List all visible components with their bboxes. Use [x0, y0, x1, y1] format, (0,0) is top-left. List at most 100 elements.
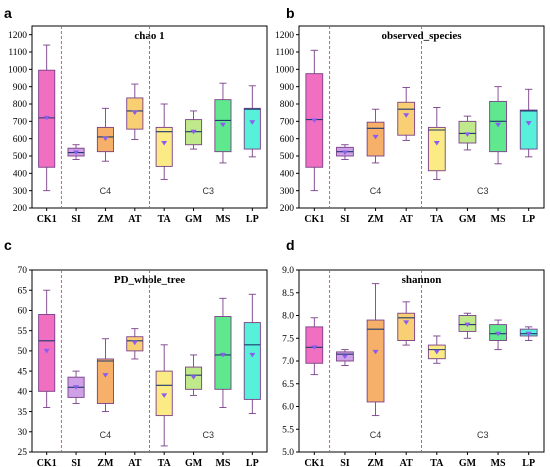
- box-gm: GM: [185, 354, 203, 467]
- y-tick-label: 1100: [275, 48, 294, 58]
- box-si: SI: [336, 349, 354, 467]
- box-lp: LP: [243, 293, 261, 467]
- mean-marker: [311, 118, 318, 123]
- y-tick-label: 600: [280, 135, 295, 145]
- y-tick-label: 55: [18, 327, 28, 337]
- x-tick-label: AT: [400, 458, 413, 467]
- x-tick-label: LP: [522, 458, 535, 467]
- box-at: AT: [126, 83, 144, 225]
- y-tick-label: 7.5: [282, 334, 294, 344]
- x-tick-label: GM: [185, 214, 203, 225]
- y-tick-label: 800: [13, 100, 28, 110]
- mean-marker: [433, 141, 440, 146]
- y-tick-label: 40: [18, 388, 28, 398]
- y-tick-label: 45: [18, 367, 28, 377]
- y-tick-label: 600: [13, 135, 28, 145]
- mean-marker: [372, 134, 379, 140]
- box-zm: ZM: [366, 108, 385, 225]
- x-tick-label: MS: [491, 458, 506, 467]
- y-tick-label: 300: [13, 187, 28, 197]
- box-body: [397, 101, 416, 136]
- mean-marker: [190, 375, 197, 380]
- y-tick-label: 25: [18, 448, 28, 458]
- mean-marker: [249, 120, 256, 125]
- y-tick-label: 60: [18, 307, 28, 317]
- mean-marker: [161, 393, 168, 398]
- group-label: C3: [477, 186, 489, 196]
- x-tick-label: CK1: [37, 458, 57, 467]
- box-lp: LP: [519, 88, 538, 225]
- box-ck1: CK1: [37, 44, 57, 225]
- y-tick-label: 500: [13, 152, 28, 162]
- mean-marker: [219, 122, 226, 128]
- y-tick-label: 400: [13, 170, 28, 180]
- box-ck1: CK1: [37, 289, 57, 467]
- mean-marker: [43, 348, 50, 354]
- box-lp: LP: [243, 85, 261, 225]
- box-body: [155, 370, 173, 417]
- mean-marker: [161, 141, 168, 146]
- box-zm: ZM: [96, 107, 114, 225]
- x-tick-label: MS: [491, 214, 506, 225]
- panel-letter: d: [286, 237, 295, 253]
- y-tick-label: 6.0: [282, 403, 294, 413]
- mean-marker: [464, 322, 471, 328]
- group-label: C3: [202, 186, 214, 196]
- x-tick-label: GM: [185, 458, 203, 467]
- box-ck1: CK1: [304, 49, 324, 225]
- mean-marker: [102, 136, 109, 142]
- mean-marker: [525, 331, 532, 337]
- box-body: [214, 316, 232, 390]
- mean-marker: [131, 110, 138, 116]
- box-ta: TA: [155, 103, 173, 225]
- box-body: [96, 358, 114, 404]
- box-ms: MS: [214, 82, 232, 225]
- group-label: C4: [370, 430, 382, 440]
- x-tick-label: SI: [340, 214, 350, 225]
- box-body: [305, 326, 324, 364]
- group-label: C4: [100, 430, 112, 440]
- x-tick-label: CK1: [37, 214, 57, 225]
- y-tick-label: 50: [18, 347, 28, 357]
- box-ck1: CK1: [304, 317, 324, 467]
- box-ms: MS: [489, 86, 507, 225]
- x-tick-label: AT: [400, 214, 413, 225]
- box-body: [397, 312, 416, 341]
- box-si: SI: [67, 144, 85, 225]
- x-tick-label: MS: [215, 214, 230, 225]
- mean-marker: [372, 349, 379, 355]
- y-tick-label: 200: [280, 204, 295, 214]
- box-zm: ZM: [366, 283, 385, 467]
- x-tick-label: SI: [340, 458, 350, 467]
- group-label: C4: [370, 186, 382, 196]
- x-tick-label: CK1: [304, 214, 324, 225]
- box-zm: ZM: [96, 338, 114, 467]
- box-body: [243, 107, 261, 150]
- mean-marker: [102, 373, 109, 378]
- y-tick-label: 900: [280, 83, 295, 93]
- box-body: [366, 319, 385, 403]
- box-body: [458, 120, 477, 144]
- mean-marker: [464, 132, 471, 137]
- x-tick-label: AT: [128, 214, 141, 225]
- x-tick-label: TA: [430, 214, 444, 225]
- box-ta: TA: [427, 335, 446, 467]
- x-tick-label: LP: [522, 214, 535, 225]
- x-tick-label: GM: [459, 214, 477, 225]
- mean-marker: [341, 150, 348, 156]
- group-label: C3: [477, 430, 489, 440]
- box-at: AT: [126, 328, 144, 467]
- panel-letter: b: [286, 5, 295, 21]
- box-body: [519, 109, 538, 150]
- mean-marker: [73, 385, 80, 390]
- y-tick-label: 35: [18, 408, 28, 418]
- mean-marker: [433, 349, 440, 355]
- x-tick-label: ZM: [97, 214, 114, 225]
- mean-marker: [73, 150, 80, 156]
- y-tick-label: 500: [280, 152, 295, 162]
- box-gm: GM: [458, 115, 477, 225]
- y-tick-label: 300: [280, 187, 295, 197]
- y-tick-label: 700: [13, 118, 28, 128]
- mean-marker: [131, 340, 138, 346]
- mean-marker: [43, 115, 50, 121]
